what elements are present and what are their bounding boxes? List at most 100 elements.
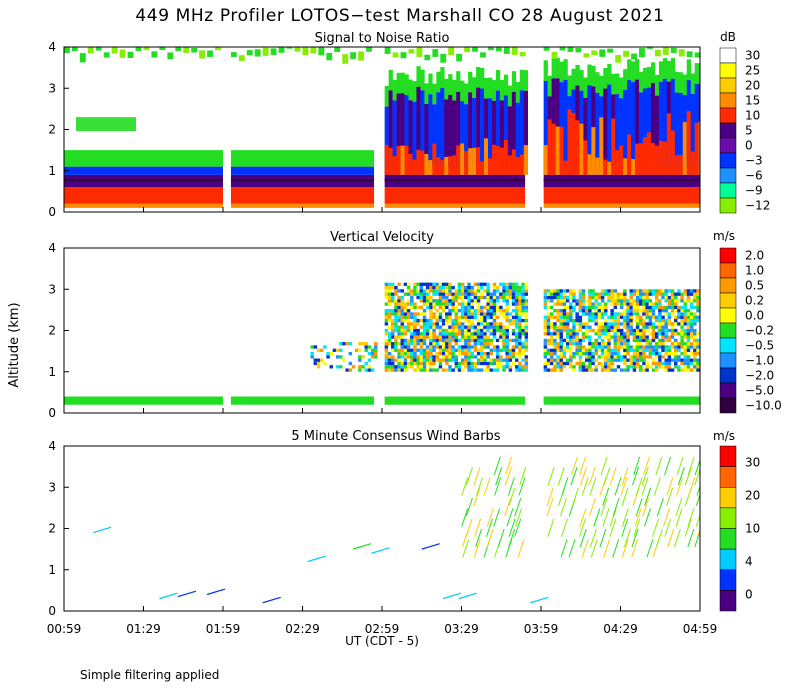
vv-cell bbox=[460, 348, 465, 352]
vv-cell bbox=[441, 335, 446, 339]
vv-cell bbox=[635, 322, 640, 326]
vv-cell bbox=[384, 368, 389, 372]
vv-cell bbox=[515, 302, 519, 306]
vv-cell bbox=[518, 285, 522, 290]
wind-barb bbox=[695, 513, 700, 527]
vv-cell bbox=[667, 335, 672, 339]
vv-cell bbox=[499, 305, 503, 310]
vv-cell bbox=[495, 309, 500, 313]
vv-cell bbox=[515, 345, 519, 349]
snr-cell bbox=[480, 88, 485, 167]
vv-cell bbox=[387, 361, 392, 366]
vv-cell bbox=[639, 299, 643, 303]
vv-cell bbox=[429, 365, 433, 369]
wind-barb bbox=[653, 477, 661, 496]
vv-cell bbox=[613, 335, 618, 339]
vv-cell bbox=[403, 332, 408, 336]
vv-cell bbox=[464, 335, 468, 339]
vv-cell bbox=[451, 302, 455, 306]
vv-cell bbox=[467, 355, 471, 359]
vv-cell bbox=[569, 328, 573, 333]
vv-cell bbox=[511, 315, 516, 319]
vv-cell bbox=[508, 338, 513, 343]
vv-cell bbox=[565, 305, 570, 310]
vv-cell bbox=[416, 312, 420, 316]
vv-cell bbox=[329, 365, 333, 369]
vv-cell bbox=[543, 305, 548, 310]
vv-cell bbox=[438, 312, 443, 316]
snr-cell bbox=[440, 53, 447, 63]
vv-cell bbox=[406, 325, 411, 329]
snr-layer bbox=[384, 203, 526, 208]
vv-cell bbox=[629, 325, 633, 329]
vv-cell bbox=[319, 358, 324, 362]
vv-cell bbox=[391, 309, 395, 313]
vv-cell bbox=[562, 355, 567, 359]
vv-cell bbox=[648, 351, 653, 356]
vv-cell bbox=[524, 305, 529, 310]
colorbar-swatch bbox=[719, 445, 737, 467]
vv-cell bbox=[413, 345, 417, 349]
snr-cell bbox=[511, 71, 517, 92]
vv-cell bbox=[486, 305, 490, 310]
vv-cell bbox=[683, 355, 688, 359]
vv-cell bbox=[693, 358, 697, 362]
vv-cell bbox=[486, 289, 490, 293]
vv-cell bbox=[483, 368, 487, 372]
vv-cell bbox=[556, 358, 560, 362]
snr-layer bbox=[230, 174, 375, 188]
vv-cell bbox=[543, 368, 548, 372]
vv-cell bbox=[610, 299, 614, 303]
vv-cell bbox=[578, 315, 583, 319]
vv-cell bbox=[432, 302, 436, 306]
vv-cell bbox=[553, 332, 557, 336]
snr-cell bbox=[342, 54, 349, 64]
vv-cell bbox=[550, 299, 554, 303]
vv-cell bbox=[505, 282, 509, 286]
vv-cell bbox=[486, 328, 490, 333]
vv-cell bbox=[521, 358, 525, 362]
vv-cell bbox=[648, 325, 653, 329]
vv-cell bbox=[645, 302, 649, 306]
vv-cell bbox=[546, 315, 551, 319]
vv-cell bbox=[584, 305, 589, 310]
vv-cell bbox=[696, 361, 700, 366]
snr-cell bbox=[595, 157, 600, 175]
vv-cell bbox=[419, 295, 424, 300]
vv-cell bbox=[578, 358, 583, 362]
snr-cell bbox=[654, 74, 660, 96]
vv-cell bbox=[464, 365, 468, 369]
vv-cell bbox=[448, 299, 452, 303]
vv-cell bbox=[578, 318, 583, 323]
wind-barb bbox=[621, 508, 629, 527]
vv-cell bbox=[492, 325, 497, 329]
vv-cell bbox=[406, 355, 411, 359]
vv-cell bbox=[575, 315, 579, 319]
vv-cell bbox=[384, 358, 389, 362]
wind-barb bbox=[560, 518, 568, 537]
vv-cell bbox=[422, 361, 427, 366]
vv-cell bbox=[432, 285, 436, 290]
vv-cell bbox=[508, 282, 513, 286]
vv-cell bbox=[654, 361, 659, 366]
vv-cell bbox=[550, 289, 554, 293]
vv-cell bbox=[639, 365, 643, 369]
vv-cell bbox=[642, 358, 646, 362]
vv-cell bbox=[658, 315, 662, 319]
vv-cell bbox=[397, 295, 401, 300]
vv-cell bbox=[470, 289, 474, 293]
vv-cell bbox=[610, 289, 614, 293]
vv-cell bbox=[581, 368, 586, 372]
vv-cell bbox=[600, 361, 605, 366]
vv-cell bbox=[425, 282, 430, 286]
vv-cell bbox=[438, 318, 443, 323]
vv-cell bbox=[623, 309, 627, 313]
vv-cell bbox=[518, 332, 522, 336]
vv-cell bbox=[578, 328, 583, 333]
wind-barb bbox=[687, 528, 695, 548]
panel-title-barbs: 5 Minute Consensus Wind Barbs bbox=[291, 429, 500, 444]
vv-cell bbox=[467, 309, 471, 313]
panel-title-vv: Vertical Velocity bbox=[330, 230, 434, 245]
snr-cell bbox=[639, 92, 644, 167]
snr-cell bbox=[420, 90, 425, 167]
